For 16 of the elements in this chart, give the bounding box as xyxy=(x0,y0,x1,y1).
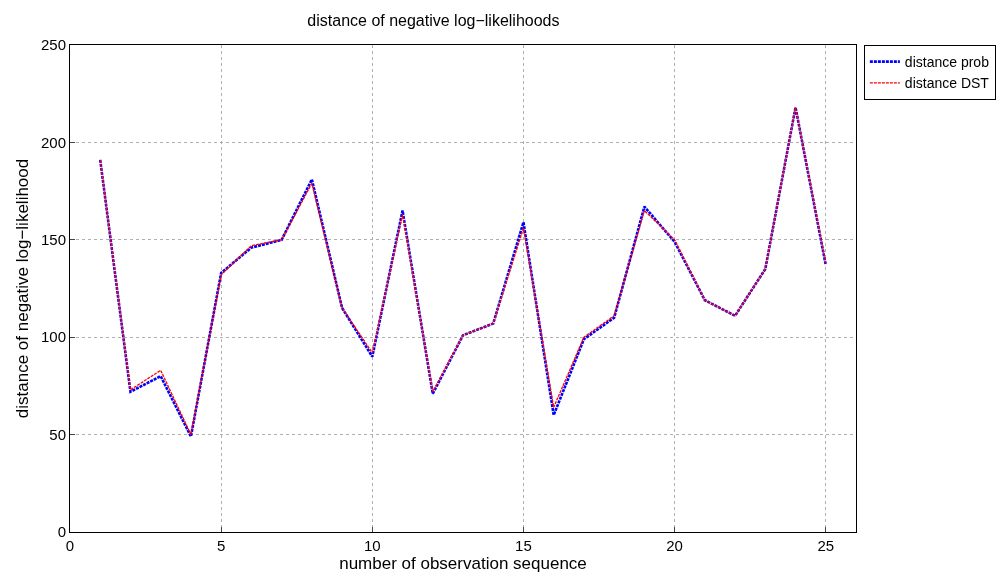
y-tick-label: 250 xyxy=(40,36,66,54)
legend-label: distance DST xyxy=(904,75,990,92)
y-axis-title: distance of negative log−likelihood xyxy=(12,158,32,419)
y-tick-label: 150 xyxy=(40,231,66,249)
chart-title: distance of negative log−likelihoods xyxy=(307,11,560,29)
y-tick-label: 200 xyxy=(40,133,66,151)
x-axis-title: number of observation sequence xyxy=(339,554,587,573)
x-tick-label: 20 xyxy=(666,537,683,554)
x-tick-label: 15 xyxy=(515,537,532,554)
y-tick-label: 50 xyxy=(49,425,66,443)
y-tick-label: 0 xyxy=(57,523,66,541)
x-tick-label: 10 xyxy=(363,537,381,554)
x-tick-label: 25 xyxy=(817,537,835,554)
x-tick-label: 5 xyxy=(216,537,226,554)
legend-label: distance prob xyxy=(904,54,990,71)
y-tick-label: 100 xyxy=(40,328,66,346)
